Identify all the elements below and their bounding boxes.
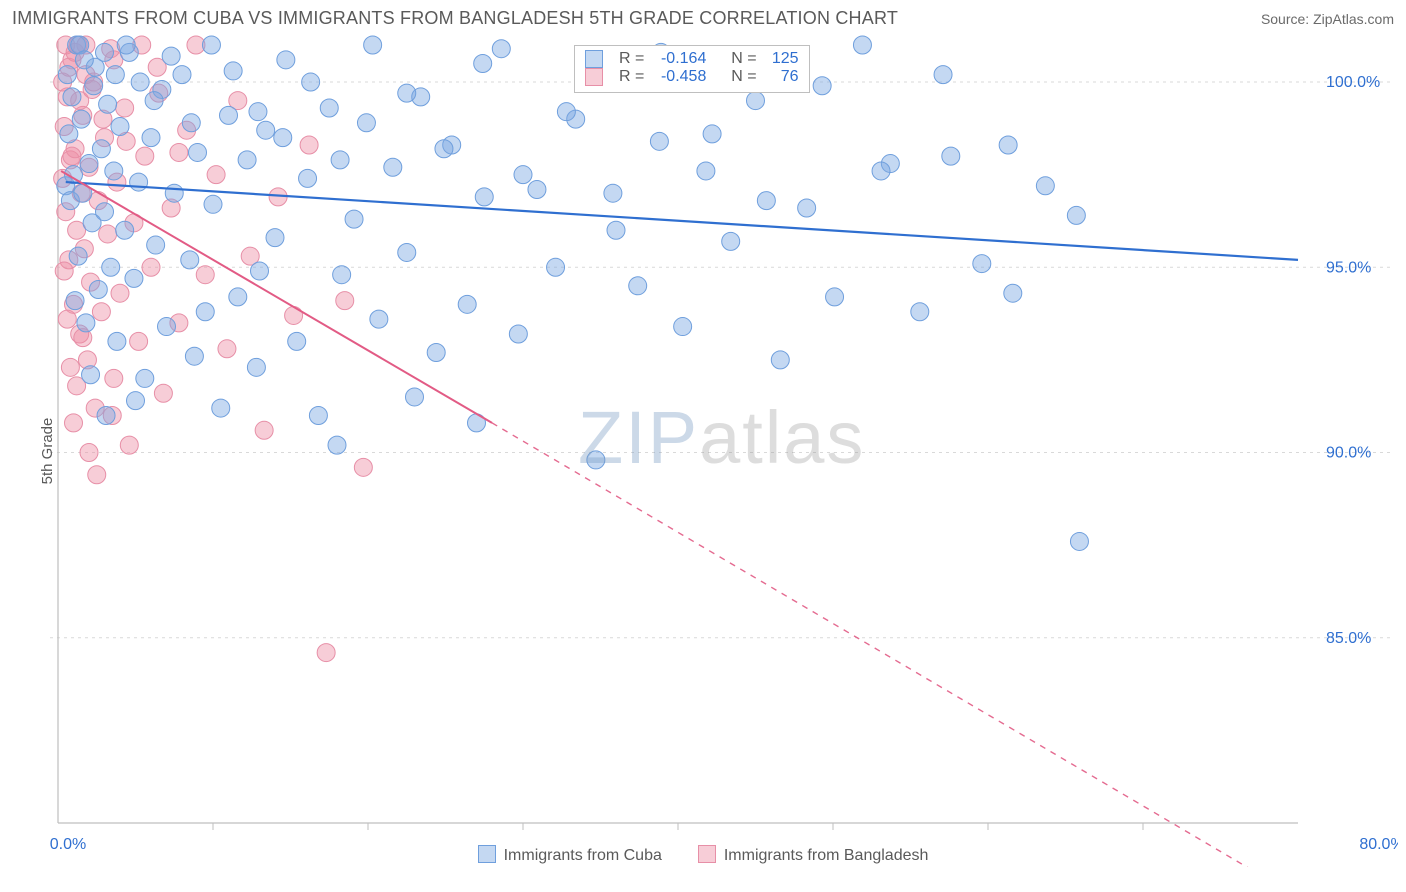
svg-text:85.0%: 85.0% (1326, 630, 1371, 647)
source-prefix: Source: (1261, 11, 1313, 27)
legend-swatch-bangladesh-icon (698, 845, 716, 863)
bottom-legend: Immigrants from Cuba Immigrants from Bang… (8, 845, 1398, 865)
swatch-cuba-icon (585, 50, 603, 68)
r-label: R = (619, 68, 644, 86)
source-name: ZipAtlas.com (1313, 11, 1394, 27)
n-value: 125 (765, 50, 799, 68)
source-attribution: Source: ZipAtlas.com (1261, 11, 1394, 27)
y-axis-label: 5th Grade (39, 418, 56, 485)
scatter-chart-svg: 85.0%90.0%95.0%100.0%0.0%80.0% (8, 35, 1398, 867)
r-value: -0.164 (652, 50, 706, 68)
n-label: N = (731, 68, 756, 86)
r-value: -0.458 (652, 68, 706, 86)
n-label: N = (731, 50, 756, 68)
legend-item-bangladesh: Immigrants from Bangladesh (698, 845, 929, 865)
stats-legend-box: R = -0.164 N = 125 R = -0.458 N = 76 (574, 45, 810, 93)
header-row: IMMIGRANTS FROM CUBA VS IMMIGRANTS FROM … (8, 8, 1398, 35)
legend-label: Immigrants from Cuba (504, 847, 662, 864)
svg-text:90.0%: 90.0% (1326, 445, 1371, 462)
legend-swatch-cuba-icon (478, 845, 496, 863)
svg-text:100.0%: 100.0% (1326, 74, 1380, 91)
stats-row-bangladesh: R = -0.458 N = 76 (585, 68, 799, 86)
chart-area: 5th Grade 85.0%90.0%95.0%100.0%0.0%80.0%… (8, 35, 1398, 867)
n-value: 76 (765, 68, 799, 86)
svg-text:95.0%: 95.0% (1326, 259, 1371, 276)
swatch-bangladesh-icon (585, 68, 603, 86)
r-label: R = (619, 50, 644, 68)
legend-label: Immigrants from Bangladesh (724, 847, 929, 864)
chart-container: IMMIGRANTS FROM CUBA VS IMMIGRANTS FROM … (8, 8, 1398, 867)
legend-item-cuba: Immigrants from Cuba (478, 845, 662, 865)
stats-row-cuba: R = -0.164 N = 125 (585, 50, 799, 68)
chart-title: IMMIGRANTS FROM CUBA VS IMMIGRANTS FROM … (12, 8, 898, 29)
